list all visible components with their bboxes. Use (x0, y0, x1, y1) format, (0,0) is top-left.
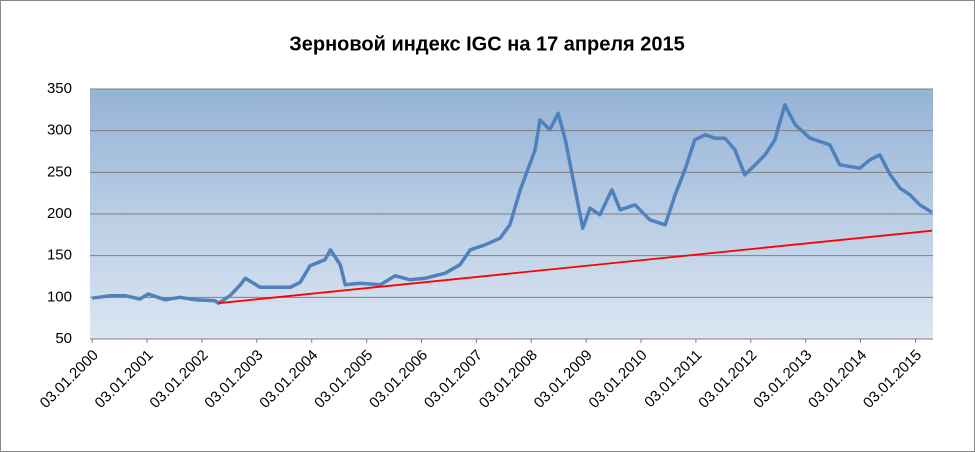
y-tick-label: 50 (55, 330, 72, 347)
y-tick-label: 100 (47, 288, 72, 305)
y-tick-label: 300 (47, 122, 72, 139)
y-tick-label: 350 (47, 80, 72, 97)
y-tick-label: 150 (47, 247, 72, 264)
y-tick-label: 200 (47, 205, 72, 222)
data-line (218, 229, 932, 305)
data-line (91, 103, 933, 305)
y-tick-label: 250 (47, 163, 72, 180)
chart-title: Зерновой индекс IGC на 17 апреля 2015 (289, 33, 685, 55)
